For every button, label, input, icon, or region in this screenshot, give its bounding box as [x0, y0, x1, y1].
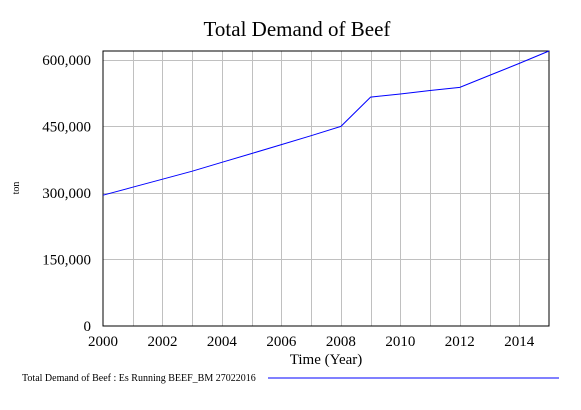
x-tick-label: 2014 — [504, 334, 535, 350]
x-axis-ticks: 2000 2002 2004 2006 2008 2010 2012 2014 — [88, 334, 535, 350]
plot-area — [102, 50, 550, 327]
legend-entry-label: Total Demand of Beef : Es Running BEEF_B… — [22, 373, 256, 384]
x-tick-label: 2008 — [326, 334, 356, 350]
grid — [103, 51, 549, 326]
series-line — [102, 50, 550, 196]
x-tick-label: 2012 — [445, 334, 475, 350]
chart-title: Total Demand of Beef — [204, 17, 391, 41]
series-layer — [102, 50, 550, 196]
legend: Total Demand of Beef : Es Running BEEF_B… — [22, 373, 559, 384]
y-tick-label: 450,000 — [42, 119, 91, 135]
x-tick-label: 2006 — [266, 334, 297, 350]
x-tick-label: 2010 — [385, 334, 415, 350]
x-axis-label: Time (Year) — [290, 352, 363, 368]
y-tick-label: 600,000 — [42, 53, 91, 69]
x-tick-label: 2004 — [207, 334, 238, 350]
y-tick-label: 150,000 — [42, 252, 91, 268]
x-tick-label: 2002 — [147, 334, 177, 350]
y-axis-label: ton — [11, 182, 22, 195]
x-tick-label: 2000 — [88, 334, 118, 350]
y-axis-ticks: 0 150,000 300,000 450,000 600,000 — [42, 53, 91, 335]
y-tick-label: 0 — [84, 319, 92, 335]
y-tick-label: 300,000 — [42, 186, 91, 202]
